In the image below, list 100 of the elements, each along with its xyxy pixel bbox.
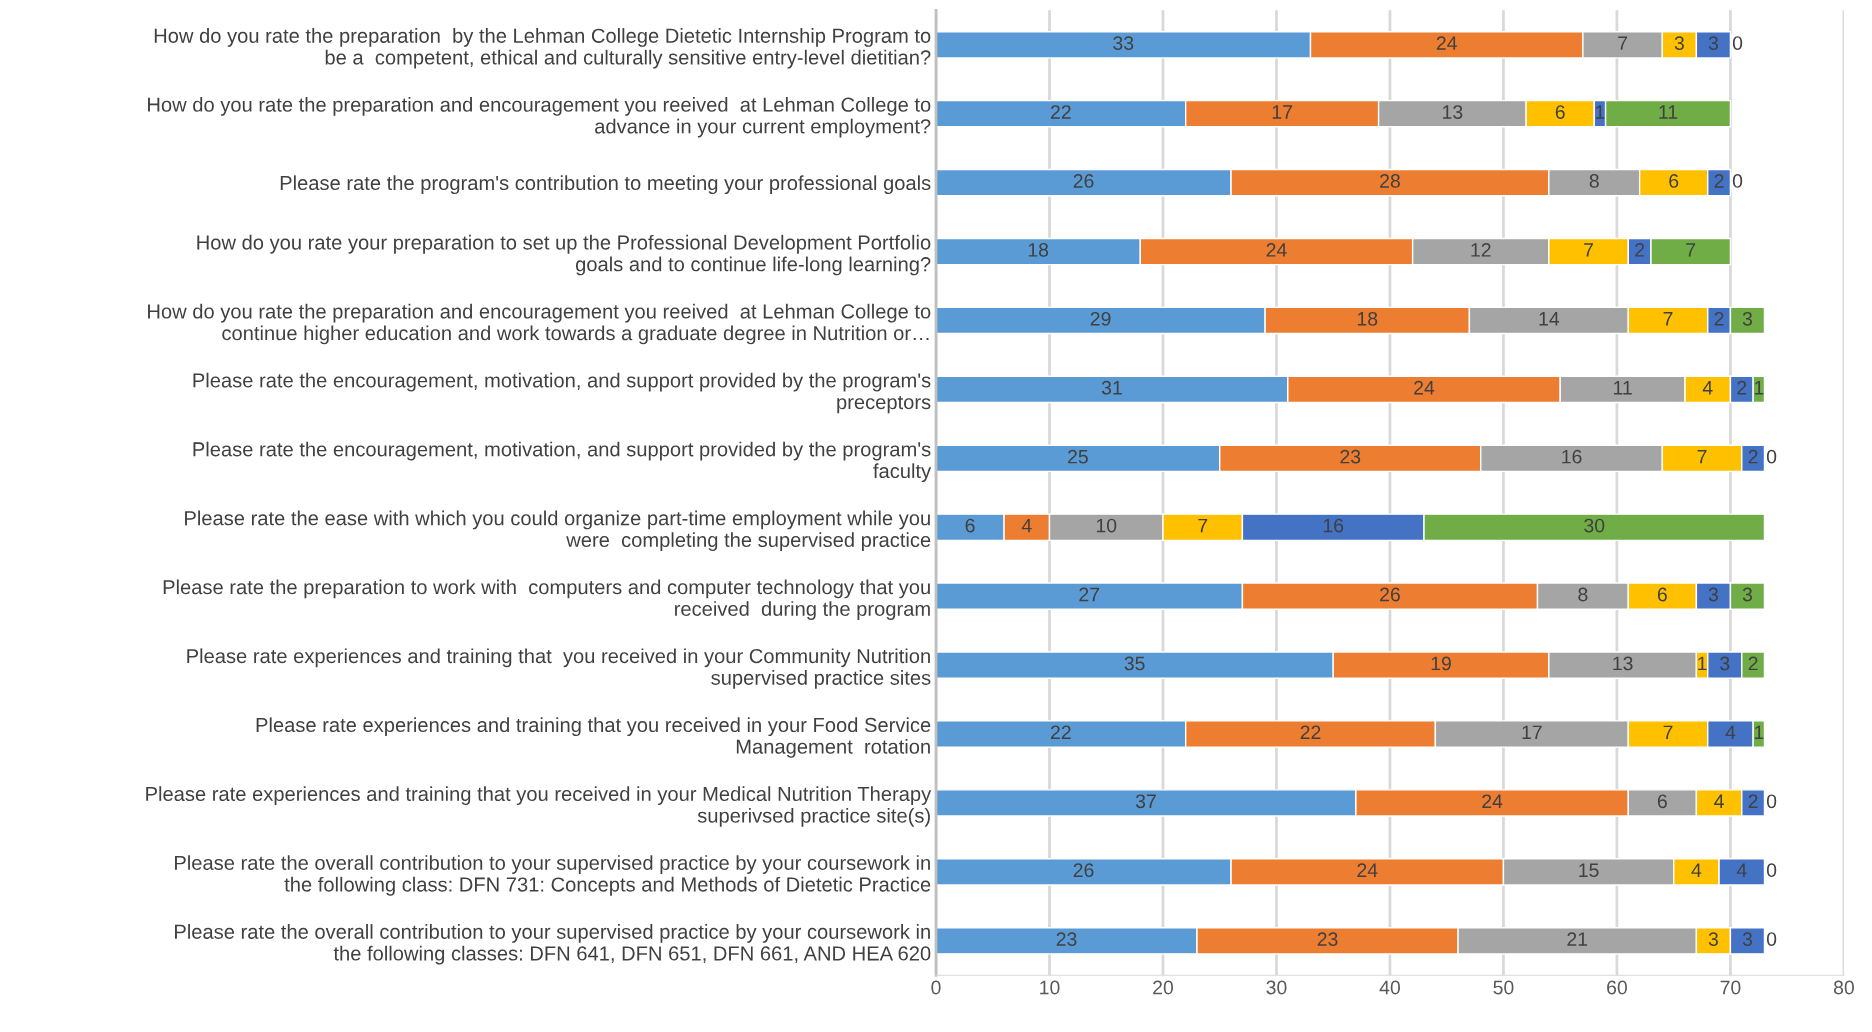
data-label: 31 [1101,380,1122,395]
data-label: 2 [1737,380,1747,395]
data-label: 8 [1589,174,1599,188]
data-label: 8 [1578,587,1588,602]
data-label: 0 [1766,794,1777,809]
data-label: 11 [1659,105,1678,119]
data-label: 24 [1482,794,1503,808]
data-label: 3 [1674,36,1684,50]
data-label: 6 [1657,794,1667,809]
data-label: 4 [1725,725,1736,740]
data-label: 3 [1708,36,1718,50]
data-label: 7 [1663,725,1673,740]
data-label: 4 [1021,518,1032,533]
data-label: 0 [1732,36,1743,50]
data-label: 4 [1714,794,1724,808]
y-tick-label: How do you rate the preparation and encouragement you reeived at Lehman College to continue higher education and work towards a graduate degree in Nutrition or… [148,303,931,345]
data-label: 24 [1436,36,1457,50]
data-label: 13 [1613,656,1633,671]
y-tick-label: Please rate experiences and training that you received in your Community Nutrition supervised practice sites [187,648,931,689]
data-label: 17 [1522,725,1542,740]
x-tick-label: 10 [1040,980,1060,995]
data-label: 7 [1697,449,1707,464]
data-label: 2 [1714,311,1724,326]
data-label: 7 [1198,518,1208,533]
x-tick-label: 60 [1607,980,1627,995]
data-label: 24 [1266,243,1287,257]
data-label: 3 [1742,311,1753,326]
data-label: 22 [1051,105,1071,119]
data-label: 37 [1135,794,1156,809]
data-label: 15 [1579,863,1599,878]
y-tick-label: Please rate experiences and training that you received in your Food Service Management rotation [256,717,931,758]
y-tick-label: Please rate the encouragement, motivation, and support provided by the program's preceptors [193,372,931,414]
data-label: 1 [1754,725,1764,740]
x-tick-label: 0 [931,980,941,995]
data-label: 27 [1079,587,1100,602]
data-label: 33 [1113,36,1134,50]
y-tick-label: Please rate the program's contribution to meeting your professional goals [280,175,931,195]
data-label: 16 [1323,518,1344,533]
data-label: 10 [1096,518,1117,533]
data-label: 1 [1698,656,1707,671]
data-label: 30 [1584,518,1605,533]
data-label: 6 [1657,587,1667,602]
data-label: 2 [1748,656,1758,671]
data-label: 21 [1567,932,1588,946]
data-label: 19 [1431,656,1451,671]
data-label: 6 [1669,174,1679,188]
data-label: 6 [1555,105,1565,119]
data-label: 7 [1618,36,1628,50]
data-label: 4 [1702,381,1713,395]
data-label: 2 [1748,794,1758,808]
data-label: 1 [1754,381,1764,395]
data-label: 29 [1090,311,1111,326]
data-label: 6 [965,518,975,533]
data-label: 2 [1748,449,1758,464]
x-tick-label: 50 [1493,980,1514,995]
y-tick-label: How do you rate the preparation and encouragement you reeived at Lehman College to advance in your current employment? [148,97,931,138]
data-label: 16 [1562,449,1582,464]
data-label: 14 [1539,312,1560,326]
data-label: 4 [1691,863,1702,877]
data-label: 7 [1584,243,1593,257]
y-tick-label: How do you rate your preparation to set up the Professional Development Portfolio goals and to continue life-long learning? [197,234,931,276]
data-label: 7 [1663,312,1673,326]
data-label: 1 [1595,105,1605,119]
data-label: 17 [1272,105,1292,119]
data-label: 11 [1614,381,1632,395]
data-label: 0 [1766,449,1777,464]
data-label: 0 [1766,932,1777,946]
y-tick-label: Please rate the preparation to work with computers and computer technology that you received during the program [163,579,930,620]
data-label: 23 [1317,932,1338,946]
y-tick-label: Please rate the encouragement, motivation, and support provided by the program's faculty [193,441,932,483]
x-tick-label: 80 [1833,980,1854,995]
data-label: 26 [1380,587,1400,602]
data-label: 2 [1714,174,1724,188]
x-tick-label: 70 [1720,980,1741,995]
data-label: 25 [1068,449,1088,464]
y-tick-label: Please rate the overall contribution to your supervised practice by your coursework in the following class: DFN 731: Concepts and Methods of Dietetic Practice [175,855,931,896]
data-label: 7 [1686,243,1696,257]
data-label: 3 [1742,932,1753,946]
y-tick-label: How do you rate the preparation by the Lehman College Dietetic Internship Program to be a competent, ethical and culturally sensitive entry-level dietitian? [154,28,931,69]
data-label: 0 [1732,174,1743,188]
data-label: 26 [1073,863,1094,878]
data-label: 4 [1736,863,1747,877]
x-tick-label: 30 [1266,980,1287,995]
data-label: 24 [1357,863,1378,877]
data-label: 24 [1414,380,1435,395]
data-label: 26 [1073,174,1094,188]
data-label: 35 [1124,656,1145,671]
data-label: 18 [1028,243,1049,257]
y-tick-label: Please rate experiences and training that you received in your Medical Nutrition Therapy superivsed practice site(s) [146,786,932,827]
y-tick-label: Please rate the ease with which you could organize part-time employment while you were completing the supervised practice [185,510,931,552]
data-label: 12 [1471,243,1491,257]
data-label: 0 [1766,863,1777,878]
data-label: 3 [1708,587,1718,602]
data-label: 13 [1443,105,1463,119]
data-label: 22 [1300,725,1321,740]
data-label: 3 [1720,656,1730,671]
data-label: 22 [1051,725,1071,740]
y-tick-label: Please rate the overall contribution to your supervised practice by your coursework in the following classes: DFN 641, DFN 651, DFN 661, AND HEA 620 [175,924,931,965]
data-label: 18 [1357,311,1378,326]
data-label: 2 [1635,243,1645,257]
